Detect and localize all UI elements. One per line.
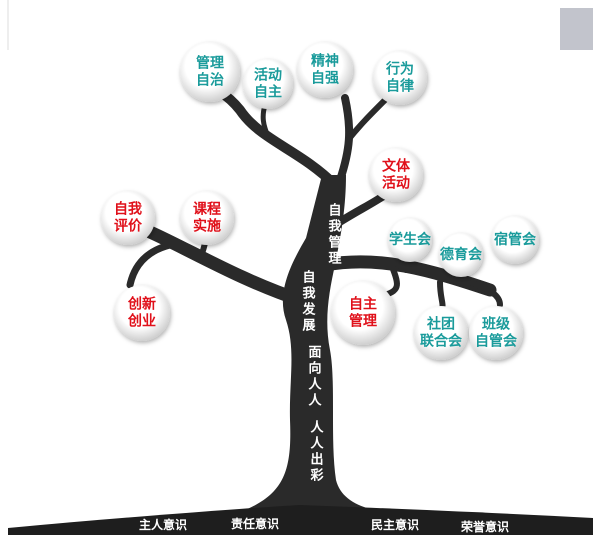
node-label: 实施 [193, 218, 221, 235]
node-label: 管理 [349, 313, 377, 330]
ground-label: 责任意识 [231, 516, 279, 531]
node-label: 创新 [127, 296, 156, 313]
node-label: 德育会 [440, 246, 483, 263]
node-label: 活动 [382, 175, 410, 192]
node-label: 自治 [196, 72, 224, 89]
node-label: 社团 [426, 316, 455, 333]
node-label: 课程 [193, 202, 221, 218]
ground-label: 荣誉意识 [460, 519, 509, 534]
node-label: 评价 [114, 219, 143, 235]
node-label: 宿管会 [494, 231, 537, 248]
node: 宿管会 [491, 216, 539, 264]
node-label: 自管会 [475, 333, 518, 350]
node-label: 自主 [254, 84, 282, 101]
node-label: 自强 [311, 70, 339, 87]
node-label: 创业 [127, 313, 156, 330]
trunk-text: 面向人人 [306, 345, 322, 409]
trunk-text: 人人出彩 [308, 419, 325, 484]
node-label: 管理 [196, 55, 224, 72]
node-label: 自律 [386, 78, 414, 95]
corner-block [560, 8, 593, 50]
ground-label: 主人意识 [139, 517, 187, 532]
trunk-text: 自我管理 [326, 202, 342, 267]
ground-label: 民主意识 [371, 517, 419, 532]
node-label: 自我 [114, 201, 142, 218]
trunk-text: 自我发展 [300, 269, 317, 334]
node-label: 行为 [385, 61, 414, 78]
node-label: 精神 [311, 53, 339, 70]
node: 学生会 [388, 218, 432, 262]
node-label: 联合会 [420, 333, 463, 350]
node-label: 活动 [254, 67, 282, 84]
node: 德育会 [439, 233, 483, 277]
node-label: 学生会 [389, 231, 432, 248]
node-label: 班级 [482, 316, 511, 333]
node-label: 自主 [349, 296, 377, 313]
node-label: 文体 [382, 158, 411, 175]
tree-diagram: 管理自治活动自主精神自强行为自律文体活动自我评价课程实施学生会德育会宿管会创新创… [0, 0, 593, 535]
